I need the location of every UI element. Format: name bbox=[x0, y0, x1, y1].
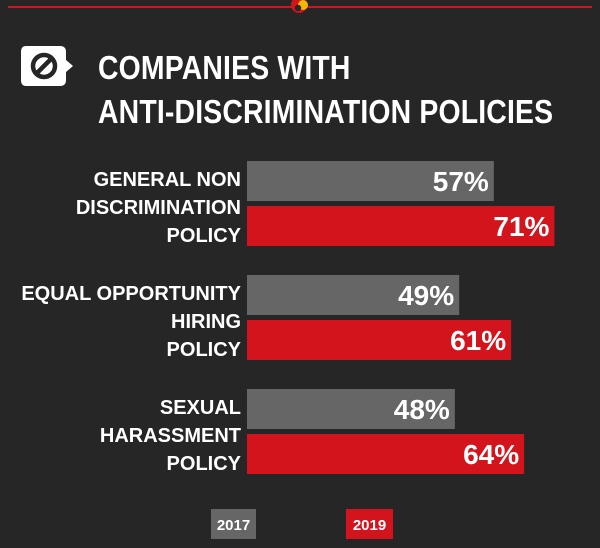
bar-2019-2 bbox=[247, 320, 512, 360]
chart-title: COMPANIES WITH ANTI-DISCRIMINATION POLIC… bbox=[98, 46, 553, 134]
chart-title-line-1: COMPANIES WITH bbox=[98, 49, 351, 86]
bar-2019-1 bbox=[247, 206, 555, 246]
bar-value-label: 61% bbox=[450, 325, 506, 356]
bar-2017-3 bbox=[247, 389, 455, 429]
bar-value-label: 71% bbox=[493, 211, 549, 242]
category-label: POLICY bbox=[167, 453, 242, 475]
bar-value-label: 49% bbox=[398, 280, 454, 311]
category-label: DISCRIMINATION bbox=[76, 197, 241, 219]
category-label: POLICY bbox=[167, 225, 242, 247]
category-label: EQUAL OPPORTUNITY bbox=[21, 283, 241, 305]
bar-value-label: 64% bbox=[463, 439, 519, 470]
bar-value-label: 57% bbox=[433, 166, 489, 197]
bar-value-label: 48% bbox=[394, 394, 450, 425]
bar-2017-1 bbox=[247, 161, 494, 201]
legend-swatch-2017 bbox=[211, 509, 256, 539]
category-label: GENERAL NON bbox=[94, 169, 241, 191]
bar-2017-2 bbox=[247, 275, 460, 315]
category-label: SEXUAL bbox=[160, 397, 241, 419]
prohibition-speech-bubble-icon bbox=[21, 46, 73, 86]
legend-label-2019: 2019 bbox=[353, 517, 386, 534]
category-label: POLICY bbox=[167, 339, 242, 361]
chart-title-line-2: ANTI-DISCRIMINATION POLICIES bbox=[98, 93, 554, 130]
logo-emblem bbox=[291, 0, 308, 13]
bar-2019-3 bbox=[247, 434, 525, 474]
category-label: HIRING bbox=[171, 311, 241, 333]
category-label: HARASSMENT bbox=[100, 425, 241, 447]
legend-swatch-2019 bbox=[346, 509, 393, 539]
legend-label-2017: 2017 bbox=[217, 517, 250, 534]
